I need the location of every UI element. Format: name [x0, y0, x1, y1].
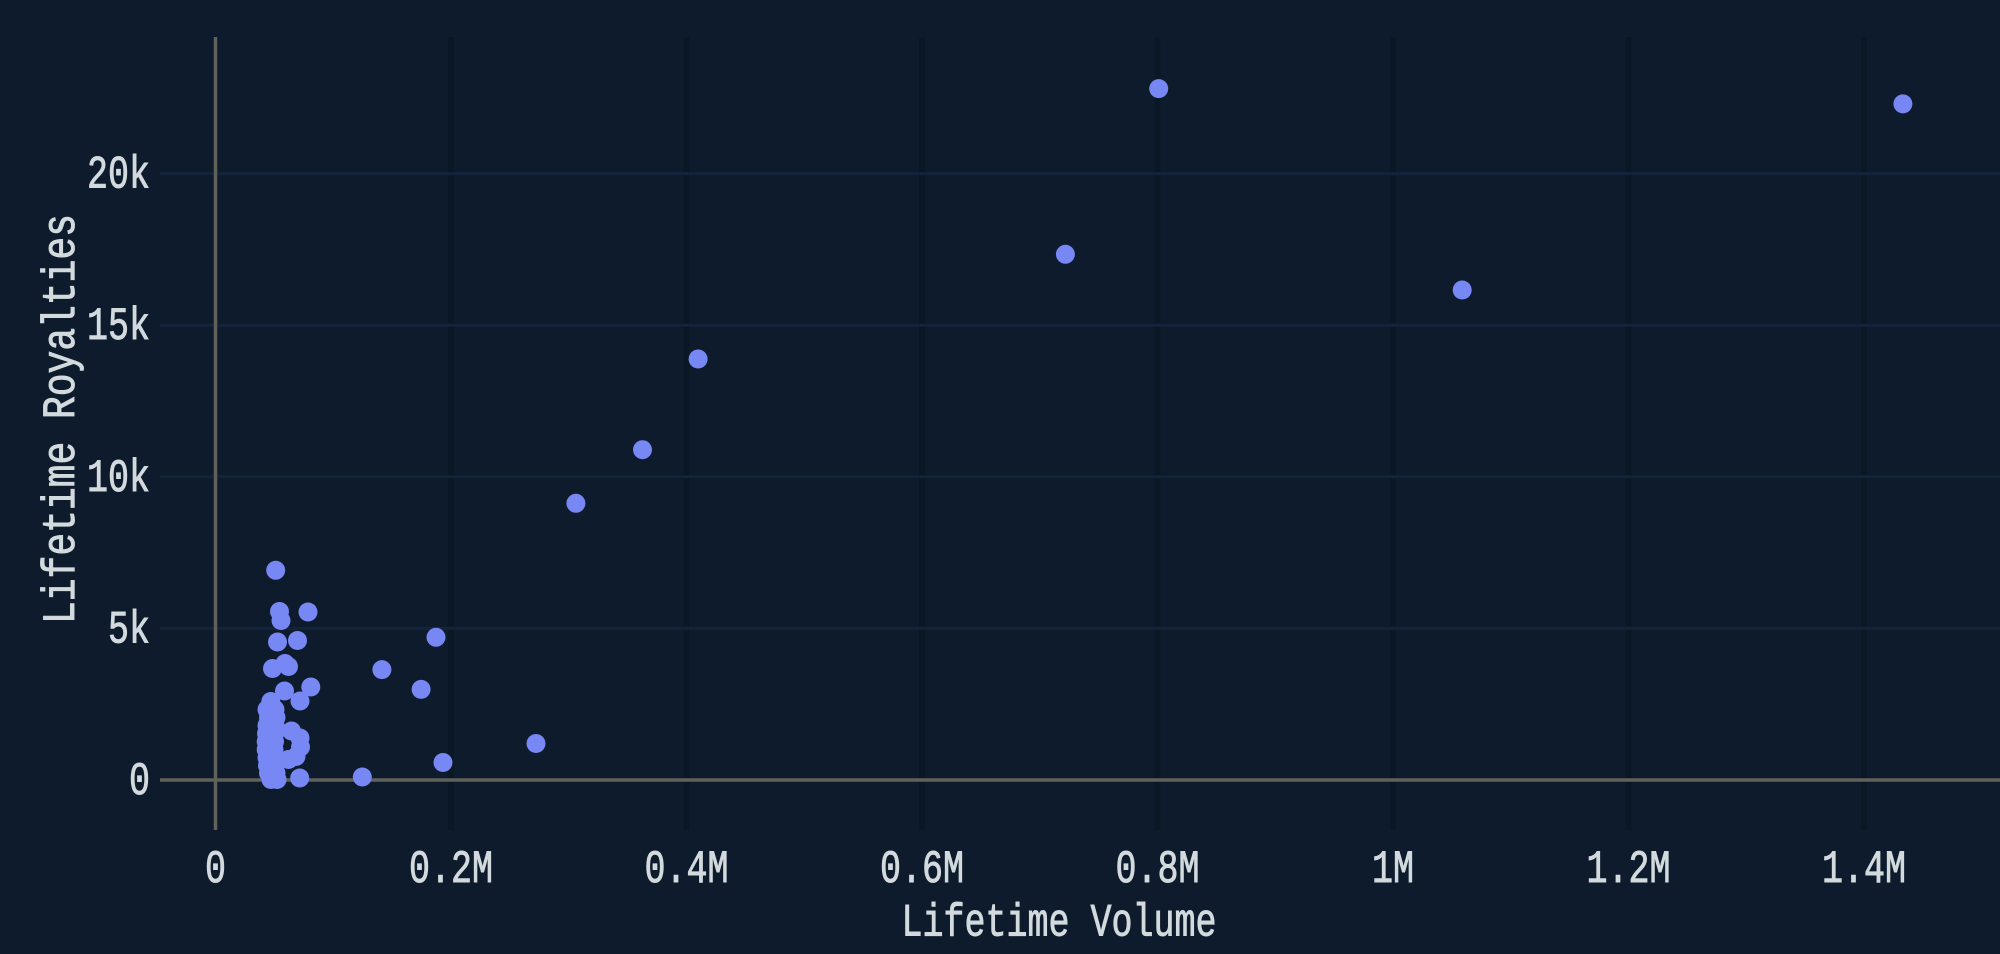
- svg-text:0.8M: 0.8M: [1116, 844, 1200, 896]
- svg-text:1M: 1M: [1372, 844, 1414, 896]
- svg-text:1.2M: 1.2M: [1587, 844, 1671, 896]
- svg-text:Lifetime Royalties: Lifetime Royalties: [36, 214, 88, 624]
- svg-text:0: 0: [205, 844, 226, 896]
- svg-text:Lifetime Volume: Lifetime Volume: [902, 898, 1217, 950]
- svg-text:15k: 15k: [87, 301, 150, 353]
- svg-text:1.4M: 1.4M: [1822, 844, 1906, 896]
- svg-text:0.4M: 0.4M: [645, 844, 729, 896]
- svg-text:0.6M: 0.6M: [880, 844, 964, 896]
- svg-text:0.2M: 0.2M: [409, 844, 493, 896]
- svg-text:0: 0: [129, 756, 150, 808]
- svg-text:20k: 20k: [87, 150, 150, 202]
- svg-text:5k: 5k: [108, 604, 150, 656]
- svg-text:10k: 10k: [87, 453, 150, 505]
